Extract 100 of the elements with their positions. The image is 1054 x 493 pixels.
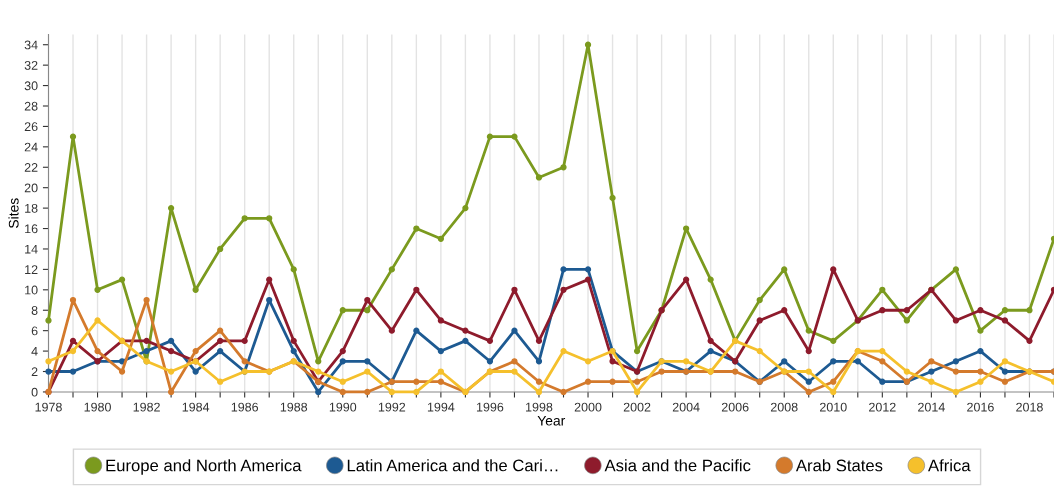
point [290,337,297,344]
y-tick-label: 8 [31,306,38,315]
point [683,358,690,365]
point [683,225,690,232]
point [364,368,371,375]
point [266,215,273,222]
point [1026,307,1033,314]
point [486,337,494,344]
point [217,347,224,355]
point [45,358,52,365]
point [781,266,788,273]
point [1026,337,1033,344]
point [192,347,199,355]
point [486,133,494,140]
point [437,235,445,242]
point [511,133,518,140]
x-tick-label: 1984 [182,402,210,412]
x-tick-label: 2010 [820,402,847,412]
y-tick-label: 22 [24,163,38,172]
point [486,358,494,365]
point [928,368,935,375]
point [1001,307,1009,314]
point [1001,378,1009,385]
y-tick-label: 10 [25,285,38,295]
x-tick-label: 2014 [918,402,945,412]
y-tick-label: 24 [24,142,38,152]
x-tick-label: 1990 [329,402,357,412]
y-tick-label: 28 [24,101,38,111]
x-tick-label: 2008 [770,402,798,412]
point [805,327,812,334]
point [94,317,101,324]
point [45,317,52,324]
x-tick-label: 1994 [427,402,455,412]
x-tick-label: 1980 [84,402,111,412]
point [952,368,960,375]
y-tick-label: 4 [31,347,38,356]
legend-label: Europe and North America [106,459,302,475]
point [683,276,690,283]
point [707,337,714,344]
point [830,337,837,344]
point [192,368,199,375]
x-tick-label: 1978 [35,402,62,412]
point [364,296,371,304]
y-tick-label: 30 [24,81,38,91]
x-tick-label: 1998 [526,402,553,412]
point [535,174,543,181]
point [437,317,445,324]
point [609,194,616,202]
point [584,41,592,48]
x-tick-label: 2004 [672,402,700,412]
point [952,358,960,365]
y-tick-label: 14 [25,244,38,254]
point [241,337,248,344]
point [118,368,126,375]
point [118,276,126,283]
x-tick-label: 2018 [1016,402,1043,412]
point [805,378,812,385]
point [192,286,199,293]
x-tick-label: 2016 [967,402,994,412]
point [462,327,469,334]
point [535,358,543,365]
point [560,164,567,171]
point [977,347,984,355]
legend-label: Asia and the Pacific [604,459,751,472]
point [69,296,77,304]
x-tick-label: 2012 [869,402,896,412]
y-tick-label: 0 [31,387,38,397]
point [1001,358,1009,365]
legend-label: Latin America and the Cari… [347,459,558,472]
point [437,347,445,355]
point [584,378,592,385]
point [830,266,837,273]
point [69,337,77,344]
point [290,266,297,273]
x-tick-label: 2000 [574,402,602,412]
point [69,347,77,355]
point [143,337,150,344]
point [903,368,910,375]
point [977,307,984,314]
point [879,286,886,293]
point [388,266,395,273]
point [977,368,984,375]
point [94,347,101,355]
point [830,378,837,385]
legend-label: Africa [928,459,971,472]
point [977,327,984,334]
x-tick-label: 1992 [378,402,406,412]
point [854,358,861,365]
point [584,358,592,365]
point [462,337,469,344]
x-tick-label: 2002 [623,402,651,412]
point [879,378,886,385]
point [707,276,714,283]
point [609,378,616,385]
point [928,358,935,365]
y-tick-label: 26 [24,122,38,132]
point [560,286,567,293]
y-tick-label: 34 [24,40,38,50]
point [609,358,616,365]
point [756,296,763,304]
